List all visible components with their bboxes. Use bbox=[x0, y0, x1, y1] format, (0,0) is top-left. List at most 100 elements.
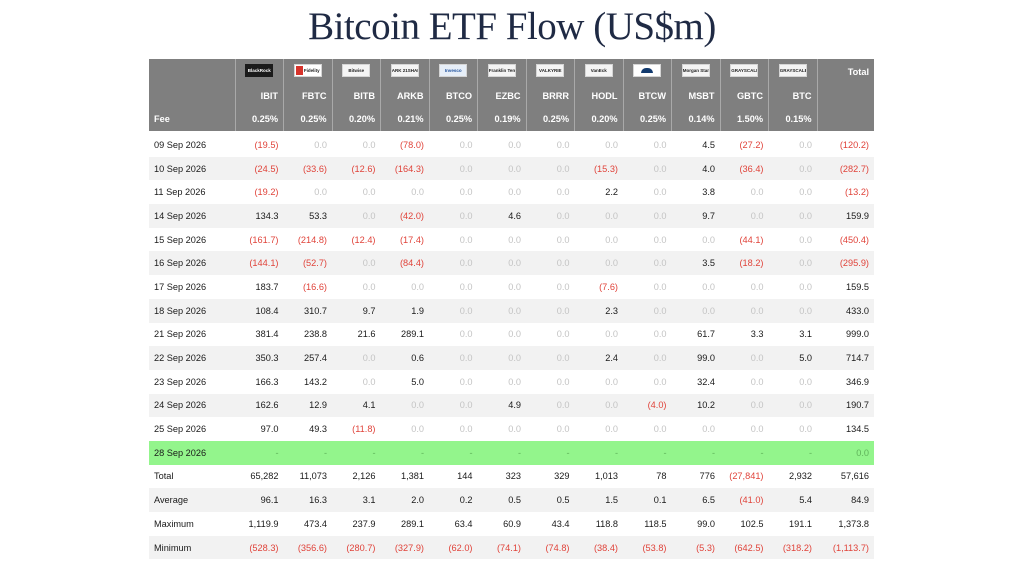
flow-cell: - bbox=[235, 440, 284, 465]
issuer-logo-cell: Fidelity bbox=[283, 59, 333, 84]
flow-cell: (41.0) bbox=[720, 488, 769, 512]
flow-cell: (27.2) bbox=[739, 139, 764, 150]
flow-cell: 0.0 bbox=[526, 346, 575, 370]
flow-cell: 65,282 bbox=[235, 464, 284, 489]
flow-cell: 12.9 bbox=[283, 393, 332, 418]
flow-cell: 43.4 bbox=[526, 512, 575, 536]
fee-cell: 0.25% bbox=[429, 107, 478, 133]
flow-cell: (5.3) bbox=[671, 535, 720, 560]
etf-flow-table-container: BlackRock Fidelity Bitwise ARK 21SHARES … bbox=[149, 59, 874, 560]
row-date: 09 Sep 2026 bbox=[154, 139, 207, 150]
flow-cell: 0.0 bbox=[477, 156, 526, 181]
flow-cell: 0.0 bbox=[574, 204, 623, 228]
row-total-cell: 346.9 bbox=[846, 376, 869, 387]
flow-cell: 4.9 bbox=[477, 393, 526, 418]
flow-cell: (44.1) bbox=[739, 234, 764, 245]
flow-cell: 53.3 bbox=[283, 204, 332, 228]
table-row: 18 Sep 2026 108.4 310.7 9.7 1.9 0.0 0.0 0.0 2.3 0… bbox=[149, 298, 874, 323]
row-total-cell: 159.9 bbox=[817, 204, 874, 228]
flow-cell: 99.0 bbox=[671, 512, 720, 536]
flow-cell: 289.1 bbox=[401, 329, 424, 340]
flow-cell: (280.7) bbox=[332, 535, 381, 560]
flow-cell: 0.0 bbox=[799, 139, 812, 150]
flow-cell: 3.3 bbox=[750, 329, 764, 340]
ticker-header: BITB bbox=[332, 84, 381, 107]
flow-cell: 5.0 bbox=[768, 346, 817, 370]
flow-cell: - bbox=[720, 440, 769, 465]
flow-cell: 0.0 bbox=[720, 393, 769, 418]
flow-cell: 0.0 bbox=[477, 251, 526, 276]
flow-cell: 0.0 bbox=[623, 204, 672, 228]
flow-cell: 0.0 bbox=[429, 156, 478, 181]
issuer-logo-cell: BlackRock bbox=[235, 59, 284, 84]
flow-cell: (38.4) bbox=[574, 535, 623, 560]
table-row-highlighted: 28 Sep 2026- - - - - - - - - - - -0.0 bbox=[149, 440, 874, 465]
flow-cell: 0.0 bbox=[750, 281, 764, 292]
table-row: 11 Sep 2026 (19.2) 0.0 0.0 0.0 0.0 0.0 0.0 2.2 0.… bbox=[149, 180, 874, 204]
ticker-header: GBTC bbox=[720, 84, 769, 107]
flow-cell: 0.0 bbox=[799, 424, 812, 435]
invesco-logo: Invesco bbox=[439, 64, 468, 77]
fee-cell: 0.25% bbox=[623, 107, 672, 133]
flow-cell: 0.0 bbox=[653, 139, 667, 150]
blackrock-logo: BlackRock bbox=[245, 64, 274, 77]
flow-cell: 0.0 bbox=[508, 376, 521, 387]
flow-cell: 237.9 bbox=[332, 512, 381, 536]
table-row: 14 Sep 2026 134.3 53.3 0.0 (42.0) 0.0 4.6 0.0 0.… bbox=[149, 204, 874, 228]
flow-cell: 0.0 bbox=[508, 234, 521, 245]
flow-cell: 2.2 bbox=[605, 187, 618, 198]
issuer-logo-cell: Franklin Templeton bbox=[477, 59, 527, 84]
flow-cell: 162.6 bbox=[235, 393, 284, 418]
table-row: 24 Sep 2026 162.6 12.9 4.1 0.0 0.0 4.9 0.0 0.0 (4… bbox=[149, 393, 874, 418]
flow-cell: (19.2) bbox=[254, 187, 279, 198]
flow-cell: 310.7 bbox=[283, 298, 332, 323]
table-row: 10 Sep 2026 (24.5) (33.6) (12.6) (164.3) 0.0 0… bbox=[149, 156, 874, 181]
flow-cell: (74.8) bbox=[526, 535, 575, 560]
flow-cell: 0.0 bbox=[556, 329, 570, 340]
flow-cell: 0.6 bbox=[380, 346, 429, 370]
flow-cell: (11.8) bbox=[352, 424, 376, 435]
flow-cell: 0.0 bbox=[459, 329, 473, 340]
flow-cell: 0.0 bbox=[799, 234, 812, 245]
flow-cell: 166.3 bbox=[255, 376, 279, 387]
row-total-cell: (450.4) bbox=[839, 234, 869, 245]
flow-cell: 0.0 bbox=[702, 234, 715, 245]
flow-cell: 0.0 bbox=[508, 187, 521, 198]
franklin-templeton-logo: Franklin Templeton bbox=[487, 64, 516, 77]
row-total-cell: 57,616 bbox=[817, 464, 874, 489]
flow-cell: 0.0 bbox=[380, 393, 429, 418]
issuer-logo-cell bbox=[623, 59, 672, 84]
flow-cell: 0.0 bbox=[429, 346, 478, 370]
grayscale-logo: GRAYSCALE bbox=[730, 64, 759, 77]
issuer-logo-row: BlackRock Fidelity Bitwise ARK 21SHARES … bbox=[149, 59, 874, 84]
flow-cell: 0.0 bbox=[362, 187, 376, 198]
summary-row: Maximum 1,119.9 473.4 237.9 289.1 63.4 60.9 43.… bbox=[149, 512, 874, 536]
flow-cell: 0.0 bbox=[720, 204, 769, 228]
table-row: 09 Sep 2026 (19.5) 0.0 0.0 (78.0) 0.0 0.0 0.0 0.… bbox=[149, 132, 874, 157]
flow-cell: 350.3 bbox=[235, 346, 284, 370]
grayscale-mini-logo: GRAYSCALE bbox=[778, 64, 807, 77]
flow-cell: (42.0) bbox=[380, 204, 429, 228]
flow-cell: 0.0 bbox=[653, 281, 667, 292]
flow-cell: 0.0 bbox=[605, 139, 618, 150]
flow-cell: 61.7 bbox=[697, 329, 715, 340]
table-row: 15 Sep 2026 (161.7) (214.8) (12.4) (17.4) 0.0… bbox=[149, 228, 874, 252]
fidelity-logo: Fidelity bbox=[293, 64, 322, 77]
flow-cell: 0.0 bbox=[720, 346, 769, 370]
flow-cell: 0.0 bbox=[459, 424, 473, 435]
flow-cell: 0.0 bbox=[411, 424, 424, 435]
flow-cell: 118.8 bbox=[574, 512, 623, 536]
flow-cell: 0.0 bbox=[508, 139, 521, 150]
flow-cell: 0.0 bbox=[411, 187, 424, 198]
flow-cell: 0.0 bbox=[459, 139, 473, 150]
flow-cell: 0.0 bbox=[605, 376, 618, 387]
flow-cell: 108.4 bbox=[235, 298, 284, 323]
flow-cell: 0.0 bbox=[477, 298, 526, 323]
table-row: 17 Sep 2026 183.7 (16.6) 0.0 0.0 0.0 0.0 0.0 (7.… bbox=[149, 275, 874, 299]
ticker-header: HODL bbox=[574, 84, 624, 107]
flow-cell: (27,841) bbox=[720, 464, 769, 489]
flow-cell: 0.0 bbox=[429, 298, 478, 323]
flow-cell: 0.2 bbox=[429, 488, 478, 512]
summary-label: Average bbox=[149, 488, 235, 512]
issuer-logo-cell: GRAYSCALE bbox=[768, 59, 818, 84]
